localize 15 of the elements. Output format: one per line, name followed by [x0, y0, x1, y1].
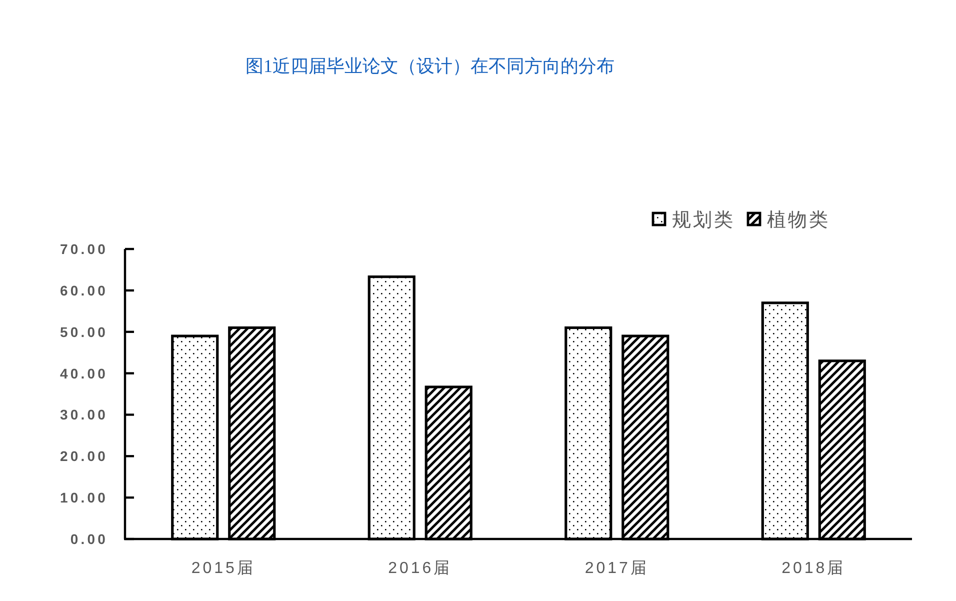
- y-tick-label: 40.00: [60, 365, 108, 382]
- x-tick-label: 2016届: [388, 560, 452, 577]
- legend-label: 植物类: [767, 210, 830, 231]
- y-tick-label: 70.00: [60, 241, 108, 257]
- y-tick-label: 20.00: [60, 448, 108, 464]
- x-tick-label: 2018届: [782, 560, 846, 577]
- y-tick-label: 30.00: [60, 406, 108, 423]
- y-tick-label: 10.00: [60, 490, 108, 506]
- legend-label: 规划类: [672, 210, 735, 231]
- x-tick-label: 2015届: [191, 560, 256, 577]
- y-tick-label: 0.00: [70, 531, 108, 547]
- y-tick-label: 60.00: [60, 282, 108, 298]
- x-tick-label: 2017届: [584, 560, 649, 577]
- y-tick-label: 50.00: [60, 324, 108, 340]
- chart-title: 图1近四届毕业论文（设计）在不同方向的分布: [246, 56, 614, 76]
